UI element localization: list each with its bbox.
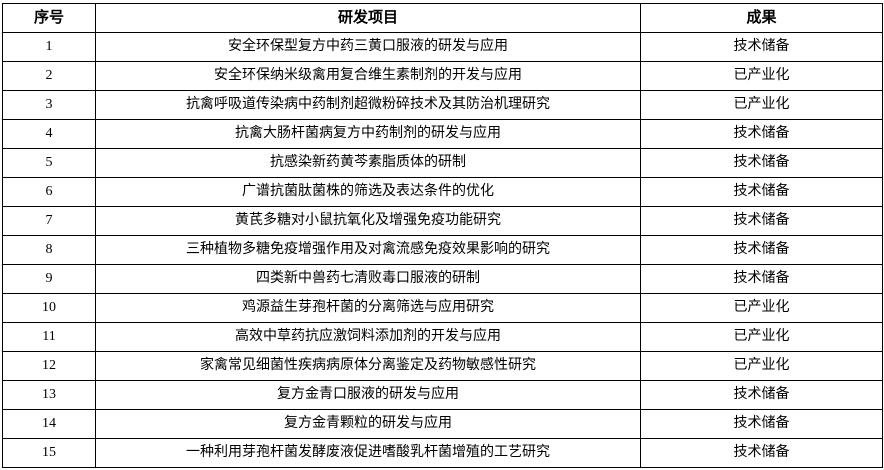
- cell-project: 高效中草药抗应激饲料添加剂的开发与应用: [95, 322, 641, 352]
- cell-no: 14: [2, 409, 96, 439]
- cell-result: 技术储备: [640, 32, 883, 62]
- cell-project: 抗禽大肠杆菌病复方中药制剂的研发与应用: [95, 119, 641, 149]
- cell-no: 5: [2, 148, 96, 178]
- cell-no: 15: [2, 438, 96, 468]
- cell-project: 黄芪多糖对小鼠抗氧化及增强免疫功能研究: [95, 206, 641, 236]
- cell-result: 技术储备: [640, 409, 883, 439]
- cell-no: 11: [2, 322, 96, 352]
- cell-project: 安全环保型复方中药三黄口服液的研发与应用: [95, 32, 641, 62]
- cell-result: 技术储备: [640, 438, 883, 468]
- table-row: 11 高效中草药抗应激饲料添加剂的开发与应用 已产业化: [2, 322, 883, 352]
- cell-result: 技术储备: [640, 177, 883, 207]
- table-row: 7 黄芪多糖对小鼠抗氧化及增强免疫功能研究 技术储备: [2, 206, 883, 236]
- cell-project: 抗禽呼吸道传染病中药制剂超微粉碎技术及其防治机理研究: [95, 90, 641, 120]
- cell-result: 已产业化: [640, 351, 883, 381]
- cell-no: 1: [2, 32, 96, 62]
- cell-result: 技术储备: [640, 206, 883, 236]
- table-row: 8 三种植物多糖免疫增强作用及对禽流感免疫效果影响的研究 技术储备: [2, 235, 883, 265]
- table-row: 10 鸡源益生芽孢杆菌的分离筛选与应用研究 已产业化: [2, 293, 883, 323]
- cell-result: 已产业化: [640, 90, 883, 120]
- table-row: 2 安全环保纳米级禽用复合维生素制剂的开发与应用 已产业化: [2, 61, 883, 91]
- cell-result: 技术储备: [640, 264, 883, 294]
- table-row: 9 四类新中兽药七清败毒口服液的研制 技术储备: [2, 264, 883, 294]
- table-row: 4 抗禽大肠杆菌病复方中药制剂的研发与应用 技术储备: [2, 119, 883, 149]
- cell-project: 家禽常见细菌性疾病病原体分离鉴定及药物敏感性研究: [95, 351, 641, 381]
- table-row: 12 家禽常见细菌性疾病病原体分离鉴定及药物敏感性研究 已产业化: [2, 351, 883, 381]
- cell-no: 2: [2, 61, 96, 91]
- table-row: 3 抗禽呼吸道传染病中药制剂超微粉碎技术及其防治机理研究 已产业化: [2, 90, 883, 120]
- cell-no: 8: [2, 235, 96, 265]
- cell-no: 4: [2, 119, 96, 149]
- cell-no: 7: [2, 206, 96, 236]
- header-row: 序号 研发项目 成果: [2, 3, 883, 33]
- cell-project: 抗感染新药黄芩素脂质体的研制: [95, 148, 641, 178]
- rd-projects-table: 序号 研发项目 成果 1 安全环保型复方中药三黄口服液的研发与应用 技术储备 2 安全环…: [2, 3, 883, 468]
- table-row: 14 复方金青颗粒的研发与应用 技术储备: [2, 409, 883, 439]
- cell-project: 广谱抗菌肽菌株的筛选及表达条件的优化: [95, 177, 641, 207]
- cell-result: 技术储备: [640, 148, 883, 178]
- table-row: 15 一种利用芽孢杆菌发酵废液促进嗜酸乳杆菌增殖的工艺研究 技术储备: [2, 438, 883, 468]
- header-result: 成果: [640, 3, 883, 33]
- cell-project: 复方金青口服液的研发与应用: [95, 380, 641, 410]
- table-row: 6 广谱抗菌肽菌株的筛选及表达条件的优化 技术储备: [2, 177, 883, 207]
- cell-no: 9: [2, 264, 96, 294]
- cell-result: 已产业化: [640, 322, 883, 352]
- cell-project: 复方金青颗粒的研发与应用: [95, 409, 641, 439]
- header-no: 序号: [2, 3, 96, 33]
- cell-project: 一种利用芽孢杆菌发酵废液促进嗜酸乳杆菌增殖的工艺研究: [95, 438, 641, 468]
- cell-project: 三种植物多糖免疫增强作用及对禽流感免疫效果影响的研究: [95, 235, 641, 265]
- cell-result: 技术储备: [640, 235, 883, 265]
- cell-result: 技术储备: [640, 119, 883, 149]
- cell-no: 3: [2, 90, 96, 120]
- table-row: 13 复方金青口服液的研发与应用 技术储备: [2, 380, 883, 410]
- table-row: 5 抗感染新药黄芩素脂质体的研制 技术储备: [2, 148, 883, 178]
- cell-result: 技术储备: [640, 380, 883, 410]
- cell-project: 安全环保纳米级禽用复合维生素制剂的开发与应用: [95, 61, 641, 91]
- cell-result: 已产业化: [640, 61, 883, 91]
- cell-no: 10: [2, 293, 96, 323]
- cell-no: 6: [2, 177, 96, 207]
- cell-project: 四类新中兽药七清败毒口服液的研制: [95, 264, 641, 294]
- cell-project: 鸡源益生芽孢杆菌的分离筛选与应用研究: [95, 293, 641, 323]
- table-row: 1 安全环保型复方中药三黄口服液的研发与应用 技术储备: [2, 32, 883, 62]
- cell-result: 已产业化: [640, 293, 883, 323]
- cell-no: 13: [2, 380, 96, 410]
- header-project: 研发项目: [95, 3, 641, 33]
- cell-no: 12: [2, 351, 96, 381]
